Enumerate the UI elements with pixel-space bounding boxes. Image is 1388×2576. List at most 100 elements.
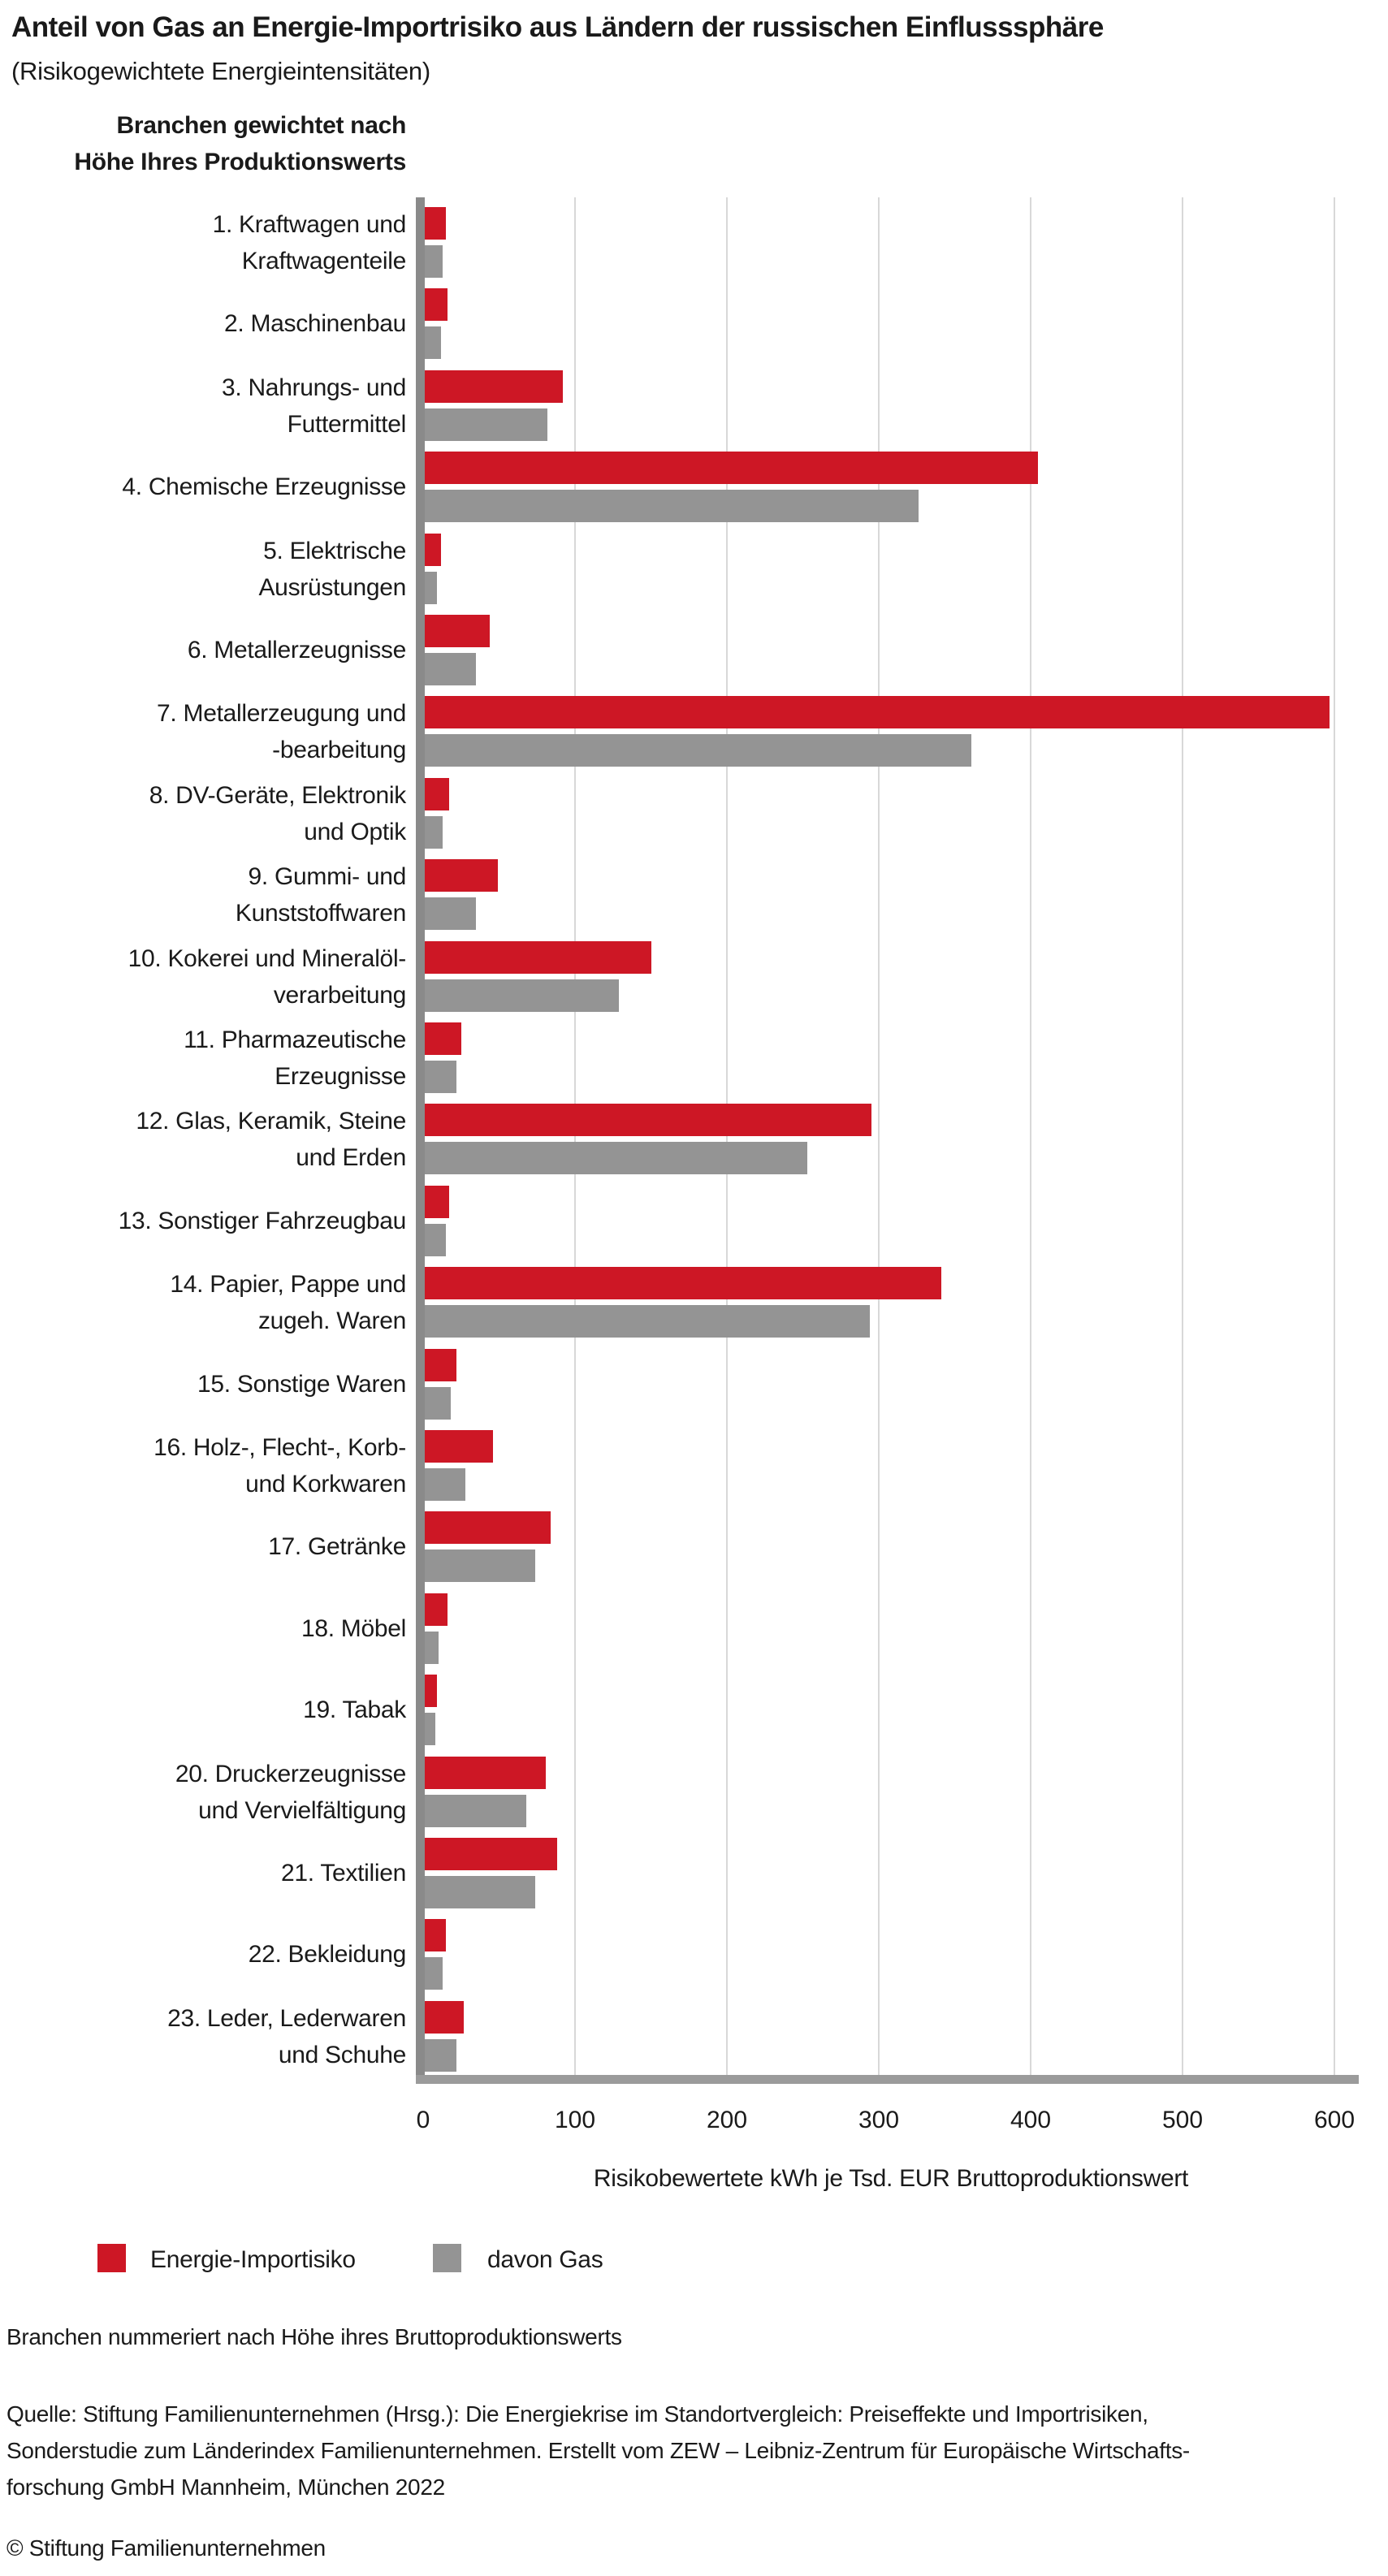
gridline-200 (726, 197, 728, 2075)
source-line-2: Sonderstudie zum Länderindex Familienunt… (6, 2438, 1190, 2463)
bar-davon-gas-5 (423, 572, 437, 604)
bar-energie-importrisiko-18 (423, 1593, 448, 1626)
bar-energie-importrisiko-4 (423, 452, 1038, 484)
category-axis-header-line1: Branchen gewichtet nach (116, 112, 406, 139)
bar-davon-gas-15 (423, 1387, 451, 1420)
legend-label-energie-importrisiko: Energie-Importisiko (150, 2246, 356, 2273)
bar-energie-importrisiko-21 (423, 1838, 557, 1870)
bar-energie-importrisiko-19 (423, 1675, 437, 1707)
legend-swatch-energie-importrisiko (97, 2244, 126, 2272)
gridline-600 (1334, 197, 1335, 2075)
x-tick-label-600: 600 (1313, 2107, 1356, 2133)
bar-energie-importrisiko-15 (423, 1349, 456, 1381)
category-label-5: 5. Elektrische Ausrüstungen (258, 538, 406, 601)
x-tick-label-400: 400 (1010, 2107, 1052, 2133)
category-label-6: 6. Metallerzeugnisse (187, 637, 406, 663)
bar-davon-gas-10 (423, 979, 619, 1012)
bar-energie-importrisiko-8 (423, 778, 449, 810)
bar-davon-gas-17 (423, 1549, 535, 1582)
bar-davon-gas-12 (423, 1142, 807, 1174)
bar-davon-gas-7 (423, 734, 971, 767)
bar-energie-importrisiko-14 (423, 1267, 941, 1299)
category-label-16: 16. Holz-, Flecht-, Korb-und Korkwaren (154, 1434, 406, 1498)
bar-davon-gas-3 (423, 408, 547, 441)
bar-davon-gas-16 (423, 1468, 465, 1501)
category-label-21: 21. Textilien (281, 1860, 406, 1887)
x-tick-label-0: 0 (416, 2107, 430, 2133)
x-axis-baseline (416, 2075, 1359, 2084)
bar-davon-gas-13 (423, 1224, 446, 1256)
bar-energie-importrisiko-17 (423, 1511, 551, 1544)
bar-davon-gas-6 (423, 653, 476, 685)
x-tick-label-300: 300 (858, 2107, 900, 2133)
gridline-500 (1182, 197, 1183, 2075)
bar-energie-importrisiko-16 (423, 1430, 493, 1463)
page-subtitle: (Risikogewichtete Energieintensitäten) (11, 57, 430, 85)
category-axis-header: Branchen gewichtet nach Höhe Ihres Produ… (0, 107, 406, 180)
bar-energie-importrisiko-3 (423, 370, 563, 403)
category-label-9: 9. Gummi- und Kunststoffwaren (235, 863, 406, 927)
bar-energie-importrisiko-20 (423, 1757, 546, 1789)
bar-energie-importrisiko-1 (423, 207, 446, 240)
category-label-17: 17. Getränke (268, 1533, 406, 1560)
source-text: Quelle: Stiftung Familienunternehmen (Hr… (6, 2396, 1190, 2505)
category-label-2: 2. Maschinenbau (224, 310, 406, 337)
category-label-12: 12. Glas, Keramik, Steine und Erden (136, 1108, 406, 1171)
footnote: Branchen nummeriert nach Höhe ihres Brut… (6, 2324, 622, 2349)
bar-energie-importrisiko-22 (423, 1919, 446, 1951)
bar-energie-importrisiko-23 (423, 2001, 464, 2034)
category-label-10: 10. Kokerei und Mineralöl-verarbeitung (128, 945, 407, 1009)
bar-energie-importrisiko-5 (423, 534, 441, 566)
category-label-18: 18. Möbel (301, 1615, 406, 1642)
category-label-8: 8. DV-Geräte, Elektronik und Optik (149, 782, 407, 845)
gridline-400 (1030, 197, 1031, 2075)
x-tick-label-100: 100 (554, 2107, 596, 2133)
x-tick-label-500: 500 (1161, 2107, 1204, 2133)
bar-energie-importrisiko-11 (423, 1022, 461, 1055)
bar-davon-gas-11 (423, 1061, 456, 1093)
bar-energie-importrisiko-9 (423, 859, 498, 892)
bar-davon-gas-20 (423, 1795, 526, 1827)
category-label-22: 22. Bekleidung (248, 1941, 407, 1968)
bar-davon-gas-19 (423, 1713, 435, 1745)
bar-energie-importrisiko-2 (423, 288, 448, 321)
category-label-15: 15. Sonstige Waren (197, 1371, 406, 1398)
gridline-100 (574, 197, 576, 2075)
y-axis-line (416, 197, 425, 2075)
bar-davon-gas-21 (423, 1876, 535, 1908)
source-line-3: forschung GmbH Mannheim, München 2022 (6, 2474, 445, 2500)
bar-davon-gas-8 (423, 816, 443, 849)
category-label-1: 1. Kraftwagen und Kraftwagenteile (212, 211, 407, 274)
category-label-20: 20. Druckerzeugnisse und Vervielfältigung (175, 1761, 406, 1824)
category-label-3: 3. Nahrungs- und Futtermittel (221, 374, 406, 438)
x-axis-title: Risikobewertete kWh je Tsd. EUR Bruttopr… (593, 2165, 1189, 2192)
bar-energie-importrisiko-7 (423, 696, 1330, 728)
gridline-300 (878, 197, 880, 2075)
legend-label-davon-gas: davon Gas (487, 2246, 603, 2273)
bar-davon-gas-2 (423, 326, 441, 359)
category-label-23: 23. Leder, Lederwaren und Schuhe (167, 2005, 406, 2068)
page-title: Anteil von Gas an Energie-Importrisiko a… (11, 11, 1104, 43)
category-axis-header-line2: Höhe Ihres Produktionswerts (74, 149, 406, 175)
bar-davon-gas-14 (423, 1305, 870, 1338)
copyright: © Stiftung Familienunternehmen (6, 2535, 326, 2561)
bar-davon-gas-4 (423, 490, 919, 522)
bar-energie-importrisiko-12 (423, 1104, 871, 1136)
bar-davon-gas-9 (423, 897, 476, 930)
legend-swatch-davon-gas (433, 2244, 461, 2272)
category-label-19: 19. Tabak (303, 1696, 406, 1723)
bar-energie-importrisiko-10 (423, 941, 651, 974)
bar-davon-gas-22 (423, 1957, 443, 1990)
category-label-13: 13. Sonstiger Fahrzeugbau (118, 1208, 407, 1234)
source-line-1: Quelle: Stiftung Familienunternehmen (Hr… (6, 2401, 1148, 2427)
bar-energie-importrisiko-13 (423, 1186, 449, 1218)
category-label-11: 11. Pharmazeutische Erzeugnisse (184, 1027, 406, 1090)
bar-davon-gas-23 (423, 2039, 456, 2072)
bar-energie-importrisiko-6 (423, 615, 490, 647)
bar-davon-gas-18 (423, 1632, 439, 1664)
x-tick-label-200: 200 (706, 2107, 748, 2133)
category-label-7: 7. Metallerzeugung und -bearbeitung (157, 700, 406, 763)
category-label-14: 14. Papier, Pappe und zugeh. Waren (170, 1271, 406, 1334)
bar-davon-gas-1 (423, 245, 443, 278)
category-label-4: 4. Chemische Erzeugnisse (122, 473, 406, 500)
